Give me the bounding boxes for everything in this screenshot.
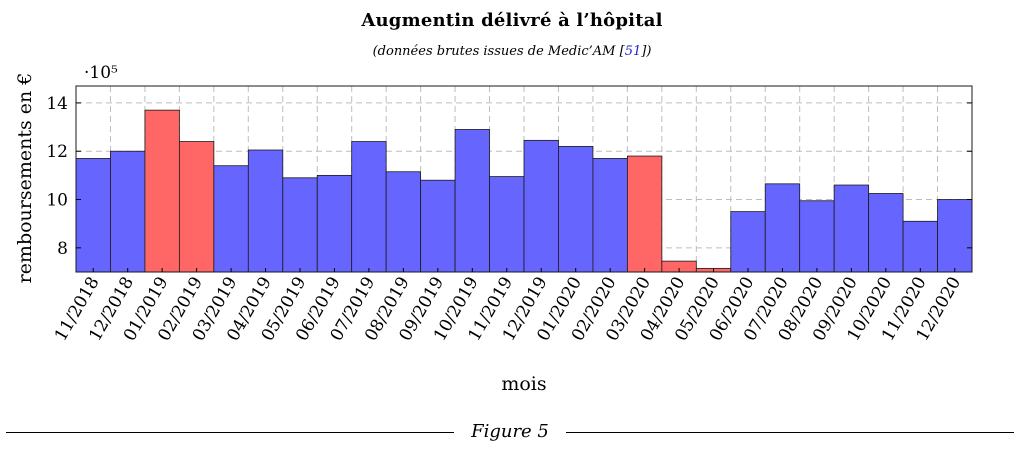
bar-10-2020: [868, 193, 904, 273]
caption-rule-left: [6, 432, 454, 433]
x-axis-ticks: 11/201812/201801/201902/201903/201904/20…: [51, 268, 965, 345]
bar-12-2020: [937, 199, 973, 273]
subtitle-prefix: (données brutes issues de Medic’AM [: [372, 44, 625, 59]
y-tick-label: 12: [46, 142, 68, 162]
y-tick-label: 8: [57, 239, 68, 259]
bar-01-2019: [144, 109, 180, 273]
bar-12-2019: [523, 139, 559, 273]
bar-05-2019: [282, 177, 318, 273]
bar-09-2019: [420, 179, 456, 273]
bar-11-2019: [489, 176, 525, 273]
bars-layer: [75, 109, 973, 273]
bar-12-2018: [110, 150, 146, 273]
subtitle-suffix: ]): [641, 44, 652, 59]
y-tick-label: 10: [46, 191, 68, 211]
y-axis-label: remboursements en €: [14, 73, 36, 284]
bar-11-2018: [75, 158, 111, 273]
figure-caption: Figure 5: [471, 421, 549, 442]
bar-07-2019: [351, 141, 387, 273]
x-axis-label: mois: [501, 373, 546, 395]
bar-06-2019: [316, 174, 353, 273]
bar-02-2019: [178, 141, 215, 273]
bar-chart: 8 10 12 14 11/201812/201801/201902/201903/2…: [14, 63, 973, 395]
y-tick-label: 14: [46, 94, 68, 114]
figure-caption-row: Figure 5: [6, 421, 1014, 445]
bar-06-2020: [730, 211, 766, 273]
chart-title: Augmentin délivré à l’hôpital: [361, 10, 663, 31]
caption-rule-right: [566, 432, 1014, 433]
citation-link[interactable]: 51: [624, 44, 642, 59]
chart-subtitle: (données brutes issues de Medic’AM [51]): [0, 44, 1024, 59]
bar-04-2019: [247, 149, 284, 273]
y-axis-ticks: 8 10 12 14: [46, 94, 972, 259]
plot-frame: [75, 85, 973, 273]
bar-02-2020: [592, 158, 628, 273]
bar-03-2020: [626, 155, 663, 273]
bar-08-2019: [385, 171, 422, 273]
bar-07-2020: [764, 183, 801, 273]
bar-10-2019: [454, 129, 490, 273]
bar-11-2020: [902, 220, 938, 273]
bar-01-2020: [558, 145, 594, 273]
y-scale-label: ·10⁵: [84, 63, 118, 83]
bar-03-2019: [213, 165, 249, 273]
bar-08-2020: [799, 200, 835, 273]
bar-09-2020: [833, 184, 870, 273]
